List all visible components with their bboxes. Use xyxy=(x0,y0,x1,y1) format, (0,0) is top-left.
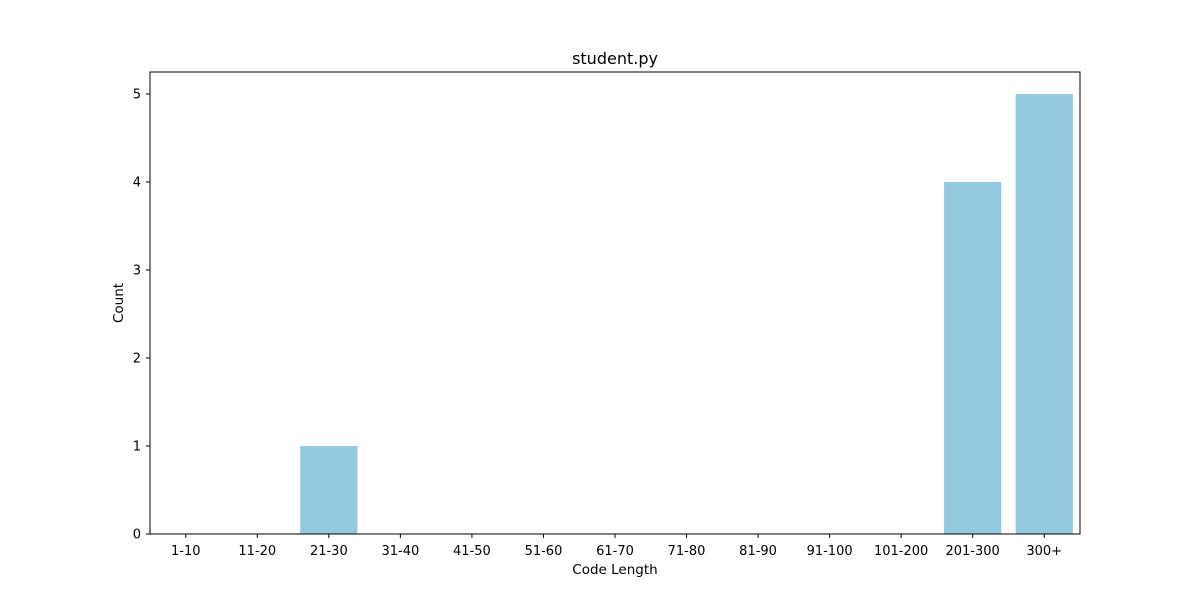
x-tick-label: 61-70 xyxy=(596,544,634,559)
y-axis-label: Count xyxy=(111,283,127,323)
y-tick-label: 2 xyxy=(133,352,141,367)
x-tick-label: 81-90 xyxy=(739,544,777,559)
x-tick-label: 101-200 xyxy=(874,544,928,559)
bar-201-300 xyxy=(944,182,1002,534)
x-tick-label: 21-30 xyxy=(310,544,348,559)
x-tick-label: 71-80 xyxy=(668,544,706,559)
y-tick-label: 3 xyxy=(133,264,141,279)
x-tick-label: 91-100 xyxy=(807,544,853,559)
bars-group xyxy=(300,94,1073,534)
x-tick-label: 41-50 xyxy=(453,544,491,559)
x-tick-label: 51-60 xyxy=(525,544,563,559)
x-tick-label: 11-20 xyxy=(238,544,276,559)
bar-300+ xyxy=(1015,94,1073,534)
y-tick-label: 1 xyxy=(133,440,141,455)
x-axis-label: Code Length xyxy=(572,562,657,578)
chart-title: student.py xyxy=(572,49,658,68)
x-tick-label: 201-300 xyxy=(946,544,1000,559)
y-tick-label: 4 xyxy=(133,176,141,191)
y-axis: 0 1 2 3 4 5 xyxy=(133,88,150,543)
bar-21-30 xyxy=(300,446,358,534)
plot-area-frame xyxy=(149,71,1081,535)
x-axis: 1-10 11-20 21-30 31-40 41-50 51-60 61-70 71-80 8… xyxy=(171,534,1062,559)
x-tick-label: 1-10 xyxy=(171,544,201,559)
x-tick-label: 300+ xyxy=(1026,544,1062,559)
x-tick-label: 31-40 xyxy=(381,544,419,559)
y-tick-label: 5 xyxy=(133,88,141,103)
y-tick-label: 0 xyxy=(133,528,141,543)
